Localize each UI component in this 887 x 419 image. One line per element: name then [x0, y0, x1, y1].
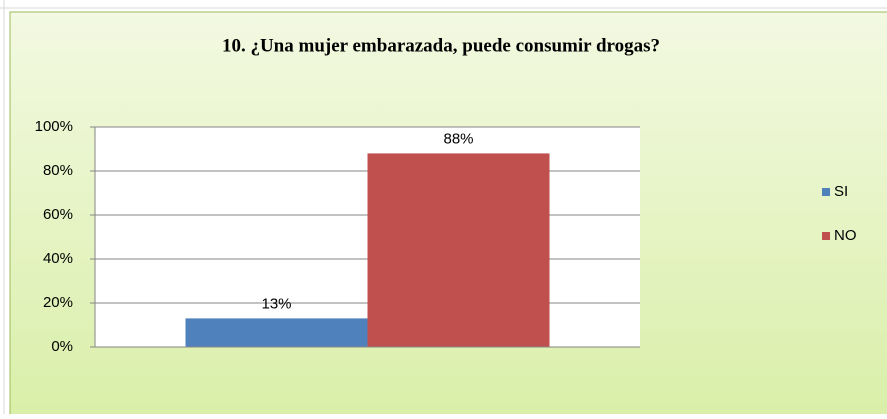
bar [185, 318, 368, 347]
y-tick-label: 20% [43, 294, 73, 311]
legend-label: NO [834, 227, 857, 244]
y-tick-label: 40% [43, 250, 73, 267]
chart-title: 10. ¿Una mujer embarazada, puede consumi… [222, 35, 660, 56]
bar [367, 153, 550, 347]
y-tick-label: 60% [43, 206, 73, 223]
y-tick-label: 0% [51, 338, 73, 355]
data-label: 13% [261, 295, 291, 312]
legend-marker [822, 232, 830, 240]
legend-label: SI [834, 183, 848, 200]
data-label: 88% [443, 130, 473, 147]
y-tick-label: 80% [43, 162, 73, 179]
legend-marker [822, 188, 830, 196]
y-tick-label: 100% [35, 118, 73, 135]
